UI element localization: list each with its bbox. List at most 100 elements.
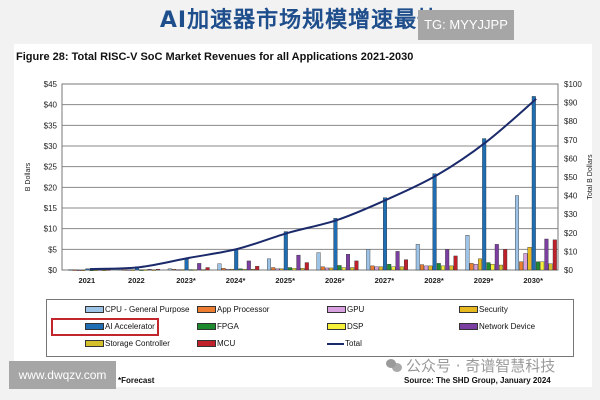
bar xyxy=(478,258,483,271)
bar xyxy=(378,266,383,271)
bar xyxy=(473,264,478,271)
legend-item-cpu: CPU - General Purpose xyxy=(85,305,189,314)
y2-tick-label: $90 xyxy=(564,99,578,108)
page-headline: AI加速器市场规模增速最快 xyxy=(159,8,441,33)
bar xyxy=(415,244,420,271)
y2-tick-label: $10 xyxy=(564,247,578,256)
y2-tick-label: $100 xyxy=(564,80,582,89)
bar xyxy=(271,267,276,271)
bar xyxy=(374,266,379,271)
bar xyxy=(180,269,185,271)
bar xyxy=(225,268,230,271)
bar xyxy=(320,266,325,271)
x-tick-label: 2021 xyxy=(78,276,95,285)
y-tick-label: $0 xyxy=(48,266,57,275)
wechat-watermark: 公众号 · 奇谱智慧科技 xyxy=(386,355,555,376)
bar xyxy=(387,264,392,271)
legend-item-fpga: FPGA xyxy=(197,322,239,331)
x-tick-label: 2030* xyxy=(523,276,543,285)
y-tick-label: $20 xyxy=(44,183,58,192)
y-tick-label: $10 xyxy=(44,225,58,234)
bar xyxy=(81,269,86,272)
legend-item-app-processor: App Processor xyxy=(197,305,269,314)
bar xyxy=(325,267,330,271)
bar xyxy=(192,269,197,271)
bar xyxy=(515,195,520,271)
bar xyxy=(126,269,131,271)
figure-title: Figure 28: Total RISC-V SoC Market Reven… xyxy=(16,51,414,63)
bar xyxy=(395,251,400,271)
legend-item-ai-accelerator: AI Accelerator xyxy=(85,322,155,331)
bar xyxy=(449,265,454,271)
legend-item-gpu: GPU xyxy=(327,305,364,314)
bar xyxy=(155,268,160,271)
bar xyxy=(221,268,226,271)
bar xyxy=(300,268,305,271)
y2-axis-title: Total B Dollars xyxy=(587,154,594,200)
bar xyxy=(296,254,301,271)
bar xyxy=(316,252,321,271)
bar xyxy=(383,197,388,271)
y2-tick-label: $0 xyxy=(564,266,573,275)
bar xyxy=(234,249,239,271)
bar xyxy=(469,263,474,271)
legend-swatch xyxy=(85,306,104,313)
x-tick-label: 2024* xyxy=(226,276,246,285)
bar xyxy=(341,267,346,271)
bar xyxy=(188,269,193,271)
bar xyxy=(304,262,309,271)
bar xyxy=(486,262,491,271)
legend-item-mcu: MCU xyxy=(197,339,235,348)
bar xyxy=(85,268,90,271)
y2-tick-label: $40 xyxy=(564,192,578,201)
bar xyxy=(366,249,371,271)
bar xyxy=(176,269,181,271)
bar xyxy=(527,247,532,271)
bar xyxy=(544,238,549,271)
bar xyxy=(171,268,176,271)
y-tick-label: $45 xyxy=(44,80,58,89)
bar xyxy=(432,173,437,271)
bar xyxy=(122,269,127,271)
y-axis-title: B Dollars xyxy=(25,162,32,191)
bar xyxy=(503,249,508,271)
bar xyxy=(72,269,77,271)
bar xyxy=(279,268,284,271)
bar xyxy=(267,258,272,271)
bar xyxy=(519,261,524,271)
bar xyxy=(354,260,359,271)
legend-item-total: Total xyxy=(327,339,362,348)
bar xyxy=(499,264,504,271)
bar xyxy=(552,239,557,271)
bar xyxy=(445,249,450,271)
bar xyxy=(548,263,553,271)
bar xyxy=(329,267,334,271)
bar xyxy=(404,259,409,271)
bar xyxy=(399,266,404,271)
bar xyxy=(89,269,94,272)
bar xyxy=(201,269,206,271)
y-tick-label: $15 xyxy=(44,204,58,213)
chart-legend: CPU - General Purpose App Processor GPU … xyxy=(46,299,574,357)
bar xyxy=(333,218,338,271)
bar xyxy=(288,267,293,271)
y2-tick-label: $30 xyxy=(564,210,578,219)
bar xyxy=(93,269,98,272)
bar xyxy=(482,138,487,271)
x-tick-label: 2025* xyxy=(275,276,295,285)
y-tick-label: $25 xyxy=(44,163,58,172)
tg-watermark-badge: TG: MYYJJPP xyxy=(418,10,514,40)
bar xyxy=(184,259,189,271)
x-tick-label: 2027* xyxy=(375,276,395,285)
bar xyxy=(255,266,260,271)
legend-item-storage-controller: Storage Controller xyxy=(85,339,170,348)
bar xyxy=(275,268,280,271)
legend-item-network-device: Network Device xyxy=(459,322,535,331)
bar xyxy=(167,268,172,271)
x-tick-label: 2022 xyxy=(128,276,145,285)
y2-tick-label: $70 xyxy=(564,136,578,145)
bar xyxy=(246,260,251,271)
bar xyxy=(370,265,375,271)
bar xyxy=(531,96,536,271)
bar xyxy=(283,231,288,271)
